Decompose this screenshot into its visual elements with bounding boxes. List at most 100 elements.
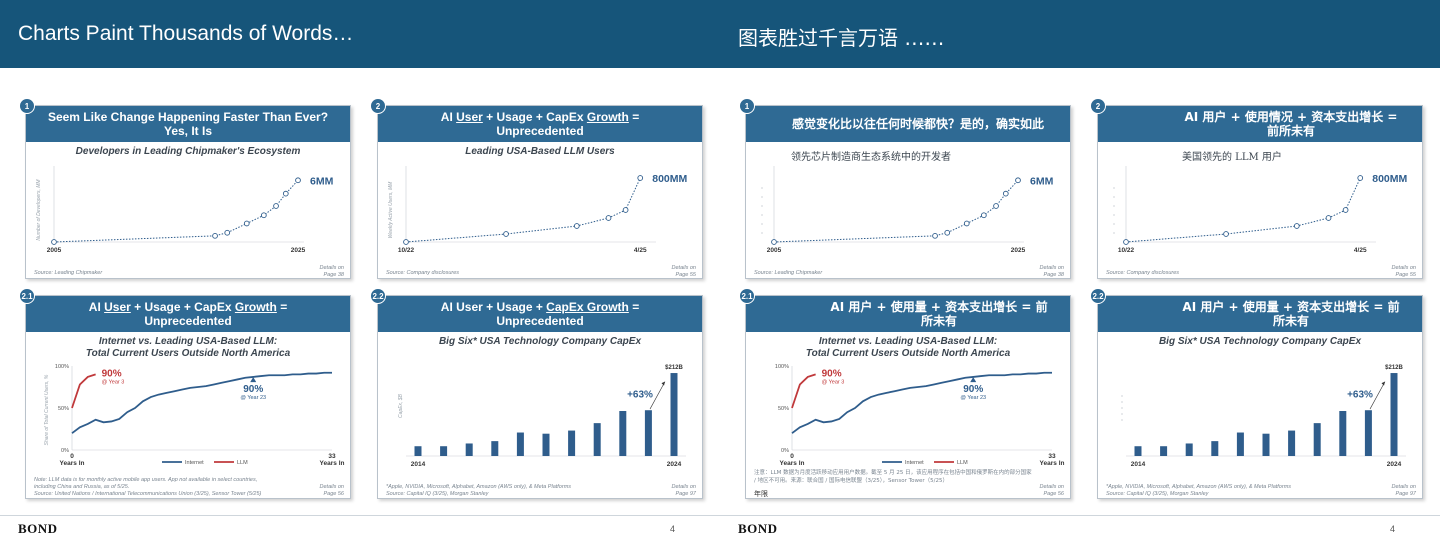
details-page: Page 56 <box>1043 491 1065 497</box>
bar-data-label: $212B <box>665 365 683 371</box>
chart-subtitle: Total Current Users Outside North Americ… <box>85 348 291 359</box>
data-point <box>403 239 409 245</box>
growth-arrow-head <box>661 381 665 386</box>
panel-heading: Seem Like Change Happening Faster Than E… <box>26 106 350 142</box>
details-page: Page 38 <box>323 272 345 278</box>
x-tick-label: 2005 <box>47 247 62 254</box>
details-link[interactable]: Details on Page 97 <box>1392 484 1416 498</box>
source-note: Source: Company disclosures <box>386 270 460 276</box>
y-axis-label-glyph <box>761 187 763 189</box>
series-line <box>53 179 299 243</box>
data-point <box>622 207 629 213</box>
x-tick-label: 2005 <box>767 247 782 254</box>
x-tick-label: 4/25 <box>1354 247 1367 254</box>
heading-text: AI User + Usage + <box>440 300 547 314</box>
y-axis-label-glyph <box>1113 232 1115 234</box>
details-page: Page 97 <box>675 491 697 497</box>
data-point <box>243 220 250 227</box>
data-point <box>573 223 580 229</box>
heading-text: AI <box>440 110 457 124</box>
llm-users-line-chart: Weekly Active Users, MM 10/22 4/25 800MM <box>388 166 688 254</box>
developers-line-chart: 2005 2025 6MM <box>761 166 1054 254</box>
growth-arrow <box>649 381 666 410</box>
capex-bar <box>593 423 601 456</box>
source-note: Source: Company disclosures <box>1106 270 1180 276</box>
details-link[interactable]: Details on Page 55 <box>1392 265 1416 279</box>
chinese-slide: 图表胜过千言万语 …… 1 感觉变化比以往任何时候都快？是的，确实如此 领先芯片… <box>720 0 1440 540</box>
capex-bar <box>1134 446 1142 456</box>
data-point <box>1015 177 1021 184</box>
y-axis-label-glyph <box>1121 395 1123 397</box>
data-point <box>273 203 279 209</box>
data-point <box>1342 207 1349 213</box>
x-tick-label: 10/22 <box>1118 247 1135 254</box>
details-link[interactable]: Details on Page 38 <box>320 265 344 279</box>
heading-line: Unprecedented <box>496 124 584 138</box>
y-axis-label: CapEx, $B <box>398 393 404 418</box>
slide-title: Charts Paint Thousands of Words… <box>18 22 354 45</box>
source-note: Source: Capital IQ (3/25), Morgan Stanle… <box>386 491 489 497</box>
bar-data-label: $212B <box>1385 365 1403 371</box>
llm-callout-note: @ Year 3 <box>102 379 125 385</box>
y-axis-label: Weekly Active Users, MM <box>388 181 394 239</box>
data-point <box>295 177 301 184</box>
y-axis-label: Number of Developers, MM <box>36 179 42 241</box>
capex-bar <box>644 410 652 456</box>
data-point <box>993 203 999 209</box>
details-page: Page 38 <box>1043 272 1065 278</box>
y-axis-label-glyph <box>761 205 763 207</box>
heading-text: + Usage + CapEx <box>482 110 587 124</box>
panel-llm-users: AI User + Usage + CapEx Growth = Unprece… <box>377 105 703 279</box>
data-point <box>963 220 970 227</box>
series-line <box>1125 177 1361 243</box>
details-link[interactable]: Details on Page 55 <box>672 265 696 279</box>
bond-logo: BOND <box>738 521 778 536</box>
y-axis-label-glyph <box>1121 413 1123 415</box>
details-link[interactable]: Details on Page 97 <box>672 484 696 498</box>
panel-internet-vs-llm: AI 用户 + 使用量 + 资本支出增长 = 前 所未有 Internet vs… <box>745 295 1071 499</box>
title-bar: Charts Paint Thousands of Words… <box>0 0 720 68</box>
capex-bar <box>1390 373 1398 456</box>
details-label: Details on <box>1039 484 1064 490</box>
internet-line <box>71 371 332 434</box>
panel-badge: 1 <box>739 98 755 114</box>
y-axis-label-glyph <box>1113 196 1115 198</box>
details-link[interactable]: Details on Page 56 <box>320 484 344 498</box>
data-point <box>980 212 987 219</box>
callout-value: 6MM <box>1030 175 1054 187</box>
chart-subtitle: 领先芯片制造商生态系统中的开发者 <box>791 152 951 163</box>
growth-callout: +63% <box>1347 389 1373 400</box>
heading-text: = <box>628 110 640 124</box>
callout-value: 800MM <box>1372 173 1407 185</box>
chart-note: *Apple, NVIDIA, Microsoft, Alphabet, Ama… <box>386 484 572 490</box>
capex-bar <box>440 446 448 456</box>
y-axis-label-glyph <box>1121 407 1123 409</box>
chart-note: Note: LLM data is for monthly active mob… <box>34 477 258 490</box>
details-link[interactable]: Details on Page 38 <box>1040 265 1064 279</box>
llm-callout-note: @ Year 3 <box>822 379 845 385</box>
details-page: Page 55 <box>1395 272 1417 278</box>
growth-arrow-head <box>1381 381 1385 386</box>
heading-line: AI 用户 + 使用情况 + 资本支出增长 = <box>1184 110 1398 124</box>
details-link[interactable]: Details on Page 56 <box>1040 484 1064 498</box>
data-point <box>503 231 509 237</box>
llm-callout-value: 90% <box>822 368 842 379</box>
heading-underlined: CapEx Growth <box>546 300 629 314</box>
capex-bar <box>1236 432 1244 456</box>
panel-badge: 2.2 <box>370 288 386 304</box>
chart-subtitle: Big Six* USA Technology Company CapEx <box>438 336 642 347</box>
slide-title: 图表胜过千言万语 …… <box>738 26 945 50</box>
y-axis-label-glyph <box>1113 214 1115 216</box>
capex-bar <box>1185 443 1193 456</box>
source-note: Source: Leading Chipmaker <box>34 270 103 276</box>
internet-marker-arrow <box>250 377 257 383</box>
panel-llm-users: AI 用户 + 使用情况 + 资本支出增长 = 前所未有 美国领先的 LLM 用… <box>1097 105 1423 279</box>
footer-divider <box>720 515 1440 516</box>
english-slide: Charts Paint Thousands of Words… 1 Seem … <box>0 0 720 536</box>
chart-subtitle: Total Current Users Outside North Americ… <box>805 348 1011 359</box>
details-label: Details on <box>1039 265 1064 271</box>
chart-subtitle: Leading USA-Based LLM Users <box>465 146 615 157</box>
callout-value: 6MM <box>310 175 334 187</box>
internet-callout-value: 90% <box>243 384 263 395</box>
